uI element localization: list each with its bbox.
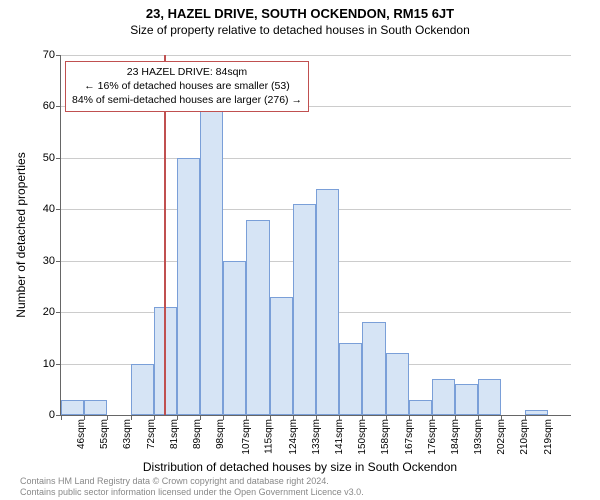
xtick-label: 210sqm [519,419,530,455]
xtick-label: 219sqm [542,419,553,455]
page-subtitle: Size of property relative to detached ho… [0,21,600,37]
xtick-mark [84,415,85,420]
xtick-mark [386,415,387,420]
histogram-bar [200,96,223,415]
histogram-bar [455,384,478,415]
histogram-bar [362,322,385,415]
xtick-label: 150sqm [357,419,368,455]
footer-line-2: Contains public sector information licen… [20,487,364,498]
xtick-mark [200,415,201,420]
histogram-bar [409,400,432,415]
plot: 01020304050607046sqm55sqm63sqm72sqm81sqm… [60,55,571,416]
xtick-mark [432,415,433,420]
xtick-label: 124sqm [287,419,298,455]
histogram-bar [339,343,362,415]
ytick-label: 50 [43,152,61,164]
histogram-bar [177,158,200,415]
histogram-bar [84,400,107,415]
page-title: 23, HAZEL DRIVE, SOUTH OCKENDON, RM15 6J… [0,0,600,21]
xtick-mark [525,415,526,420]
histogram-bar [131,364,154,415]
histogram-bar [432,379,455,415]
xtick-label: 46sqm [76,419,87,449]
xtick-label: 158sqm [380,419,391,455]
histogram-bar [316,189,339,415]
xtick-mark [270,415,271,420]
xtick-mark [478,415,479,420]
xtick-mark [131,415,132,420]
gridline [61,55,571,56]
xtick-mark [455,415,456,420]
ytick-label: 10 [43,358,61,370]
plot-area: 01020304050607046sqm55sqm63sqm72sqm81sqm… [60,55,570,415]
xtick-mark [246,415,247,420]
footer-line-1: Contains HM Land Registry data © Crown c… [20,476,364,487]
ytick-label: 70 [43,49,61,61]
xtick-mark [154,415,155,420]
info-box: 23 HAZEL DRIVE: 84sqm← 16% of detached h… [65,61,309,112]
ytick-label: 30 [43,255,61,267]
xtick-mark [293,415,294,420]
xtick-mark [177,415,178,420]
xtick-label: 81sqm [169,419,180,449]
xtick-label: 115sqm [264,419,275,454]
info-box-line: 84% of semi-detached houses are larger (… [72,93,302,107]
info-box-line: 23 HAZEL DRIVE: 84sqm [72,65,302,79]
ytick-label: 20 [43,306,61,318]
xtick-mark [316,415,317,420]
y-axis-label: Number of detached properties [14,152,28,317]
xtick-label: 55sqm [99,419,110,449]
histogram-bar [246,220,269,415]
gridline [61,158,571,159]
xtick-label: 72sqm [146,419,157,449]
xtick-label: 133sqm [311,419,322,455]
xtick-mark [409,415,410,420]
x-axis-label: Distribution of detached houses by size … [0,460,600,474]
xtick-mark [107,415,108,420]
xtick-label: 167sqm [403,419,414,455]
xtick-label: 202sqm [496,419,507,455]
xtick-label: 107sqm [241,419,252,455]
ytick-label: 40 [43,203,61,215]
xtick-mark [501,415,502,420]
xtick-label: 141sqm [334,419,345,455]
xtick-label: 63sqm [122,419,133,449]
xtick-label: 176sqm [427,419,438,455]
xtick-mark [339,415,340,420]
histogram-bar [270,297,293,415]
xtick-mark [61,415,62,420]
xtick-label: 193sqm [473,419,484,455]
xtick-mark [223,415,224,420]
xtick-mark [362,415,363,420]
xtick-label: 98sqm [215,419,226,449]
xtick-label: 184sqm [450,419,461,455]
xtick-label: 89sqm [192,419,203,449]
histogram-bar [525,410,548,415]
ytick-label: 60 [43,100,61,112]
ytick-label: 0 [49,409,61,421]
histogram-bar [478,379,501,415]
histogram-bar [223,261,246,415]
histogram-bar [386,353,409,415]
histogram-bar [61,400,84,415]
footer: Contains HM Land Registry data © Crown c… [20,476,364,498]
info-box-line: ← 16% of detached houses are smaller (53… [72,79,302,93]
histogram-bar [293,204,316,415]
chart-container: 23, HAZEL DRIVE, SOUTH OCKENDON, RM15 6J… [0,0,600,500]
